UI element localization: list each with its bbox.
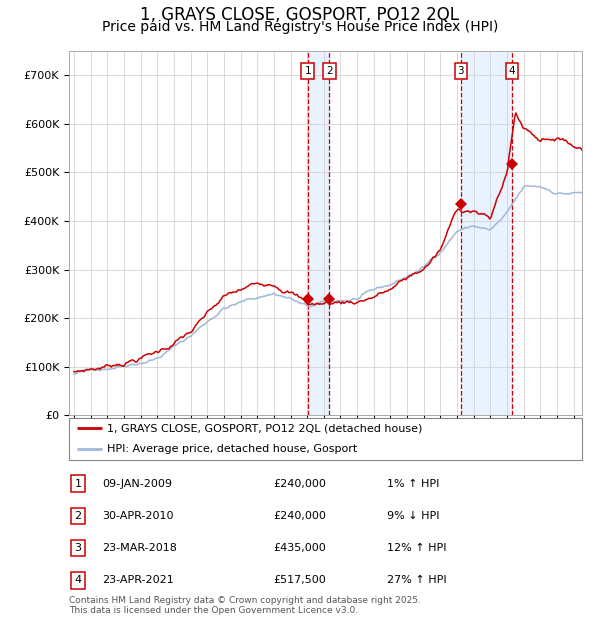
Text: 27% ↑ HPI: 27% ↑ HPI xyxy=(387,575,446,585)
Bar xyxy=(461,51,512,415)
Text: 2: 2 xyxy=(74,511,82,521)
Text: 9% ↓ HPI: 9% ↓ HPI xyxy=(387,511,439,521)
Text: £240,000: £240,000 xyxy=(273,479,326,489)
Text: 2: 2 xyxy=(326,66,332,76)
Text: 1, GRAYS CLOSE, GOSPORT, PO12 2QL: 1, GRAYS CLOSE, GOSPORT, PO12 2QL xyxy=(140,6,460,24)
Text: 1% ↑ HPI: 1% ↑ HPI xyxy=(387,479,439,489)
Text: 23-MAR-2018: 23-MAR-2018 xyxy=(102,543,177,553)
Text: 1: 1 xyxy=(74,479,82,489)
Text: £517,500: £517,500 xyxy=(273,575,326,585)
Text: HPI: Average price, detached house, Gosport: HPI: Average price, detached house, Gosp… xyxy=(107,445,358,454)
Text: £240,000: £240,000 xyxy=(273,511,326,521)
Text: 1, GRAYS CLOSE, GOSPORT, PO12 2QL (detached house): 1, GRAYS CLOSE, GOSPORT, PO12 2QL (detac… xyxy=(107,423,423,433)
Text: Contains HM Land Registry data © Crown copyright and database right 2025.
This d: Contains HM Land Registry data © Crown c… xyxy=(69,596,421,615)
Text: 09-JAN-2009: 09-JAN-2009 xyxy=(102,479,172,489)
Text: 3: 3 xyxy=(457,66,464,76)
Text: 4: 4 xyxy=(74,575,82,585)
Text: 4: 4 xyxy=(509,66,515,76)
Text: 3: 3 xyxy=(74,543,82,553)
Text: 30-APR-2010: 30-APR-2010 xyxy=(102,511,173,521)
Text: 1: 1 xyxy=(304,66,311,76)
Text: Price paid vs. HM Land Registry's House Price Index (HPI): Price paid vs. HM Land Registry's House … xyxy=(102,20,498,34)
Bar xyxy=(308,51,329,415)
Text: £435,000: £435,000 xyxy=(273,543,326,553)
Text: 12% ↑ HPI: 12% ↑ HPI xyxy=(387,543,446,553)
Text: 23-APR-2021: 23-APR-2021 xyxy=(102,575,174,585)
